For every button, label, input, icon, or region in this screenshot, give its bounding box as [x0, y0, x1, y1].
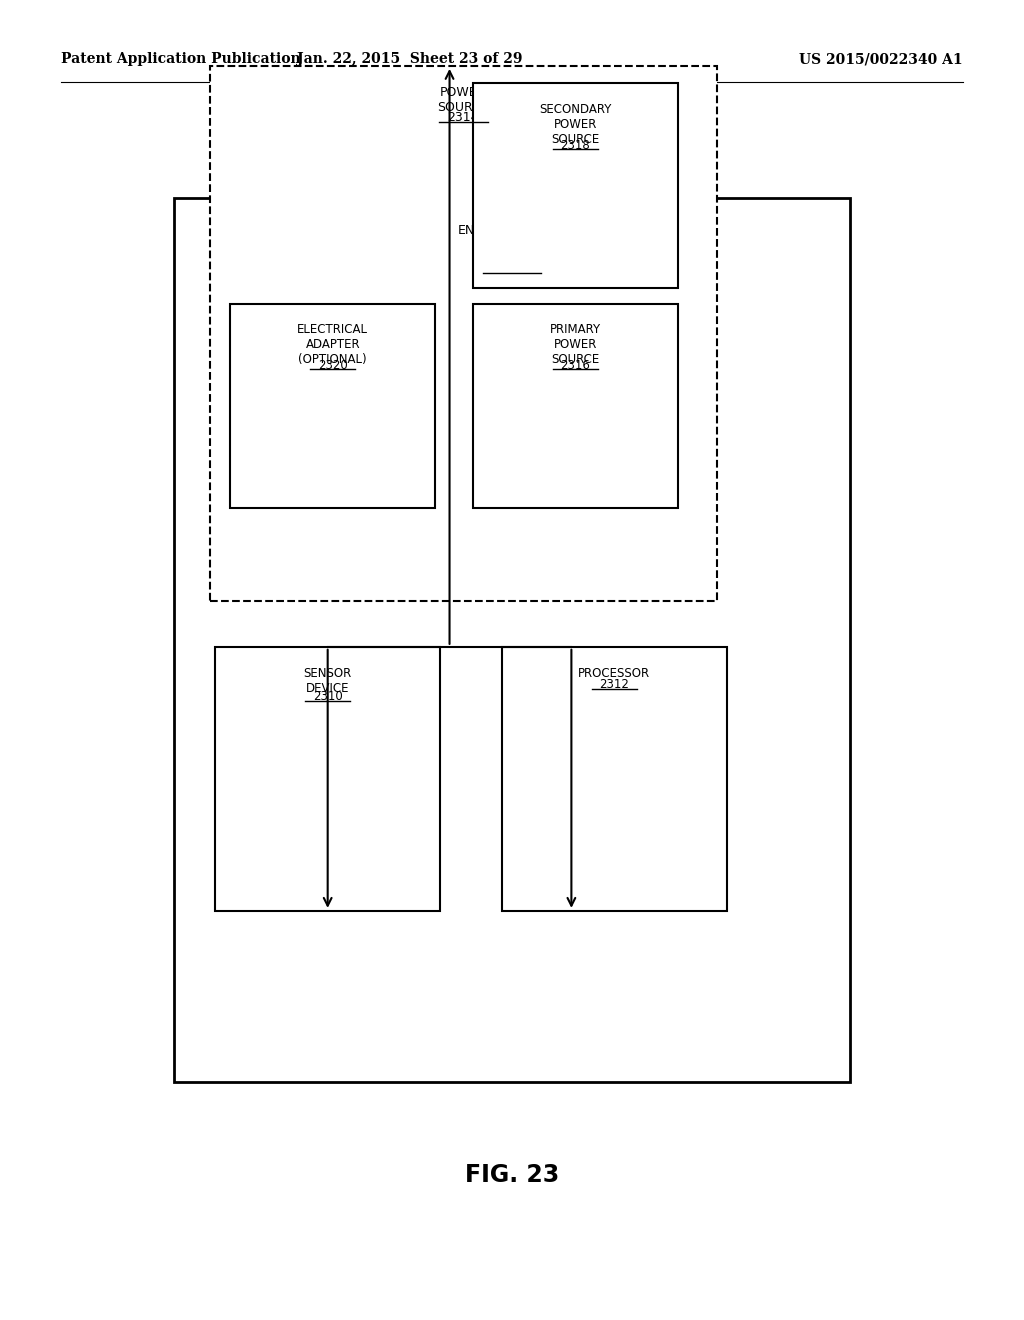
Text: 2310: 2310 [312, 690, 343, 704]
Bar [215, 647, 440, 911]
Bar [210, 66, 717, 601]
Text: Patent Application Publication: Patent Application Publication [61, 53, 301, 66]
Text: US 2015/0022340 A1: US 2015/0022340 A1 [799, 53, 963, 66]
Text: 2312: 2312 [599, 678, 630, 692]
Text: SENSOR
DEVICE: SENSOR DEVICE [303, 667, 352, 694]
Text: 2314: 2314 [447, 111, 479, 124]
Text: PRIMARY
POWER
SOURCE: PRIMARY POWER SOURCE [550, 323, 601, 367]
Text: SECONDARY
POWER
SOURCE: SECONDARY POWER SOURCE [540, 103, 611, 147]
Bar [502, 647, 727, 911]
Bar [230, 304, 435, 508]
Text: 2316: 2316 [560, 359, 591, 372]
Bar [473, 304, 678, 508]
Text: Jan. 22, 2015  Sheet 23 of 29: Jan. 22, 2015 Sheet 23 of 29 [297, 53, 522, 66]
Text: PROCESSOR: PROCESSOR [579, 667, 650, 680]
Bar [174, 198, 850, 1082]
Bar [473, 83, 678, 288]
Text: ELECTRICAL
ADAPTER
(OPTIONAL): ELECTRICAL ADAPTER (OPTIONAL) [297, 323, 369, 367]
Text: 2320: 2320 [317, 359, 348, 372]
Text: FIG. 23: FIG. 23 [465, 1163, 559, 1187]
Text: 2318: 2318 [560, 139, 591, 152]
Text: 2300: 2300 [496, 263, 528, 275]
Text: ENVIRONMENTAL
MONITORING
DEVICE: ENVIRONMENTAL MONITORING DEVICE [458, 224, 566, 268]
Text: POWER
SOURCE: POWER SOURCE [437, 86, 489, 114]
